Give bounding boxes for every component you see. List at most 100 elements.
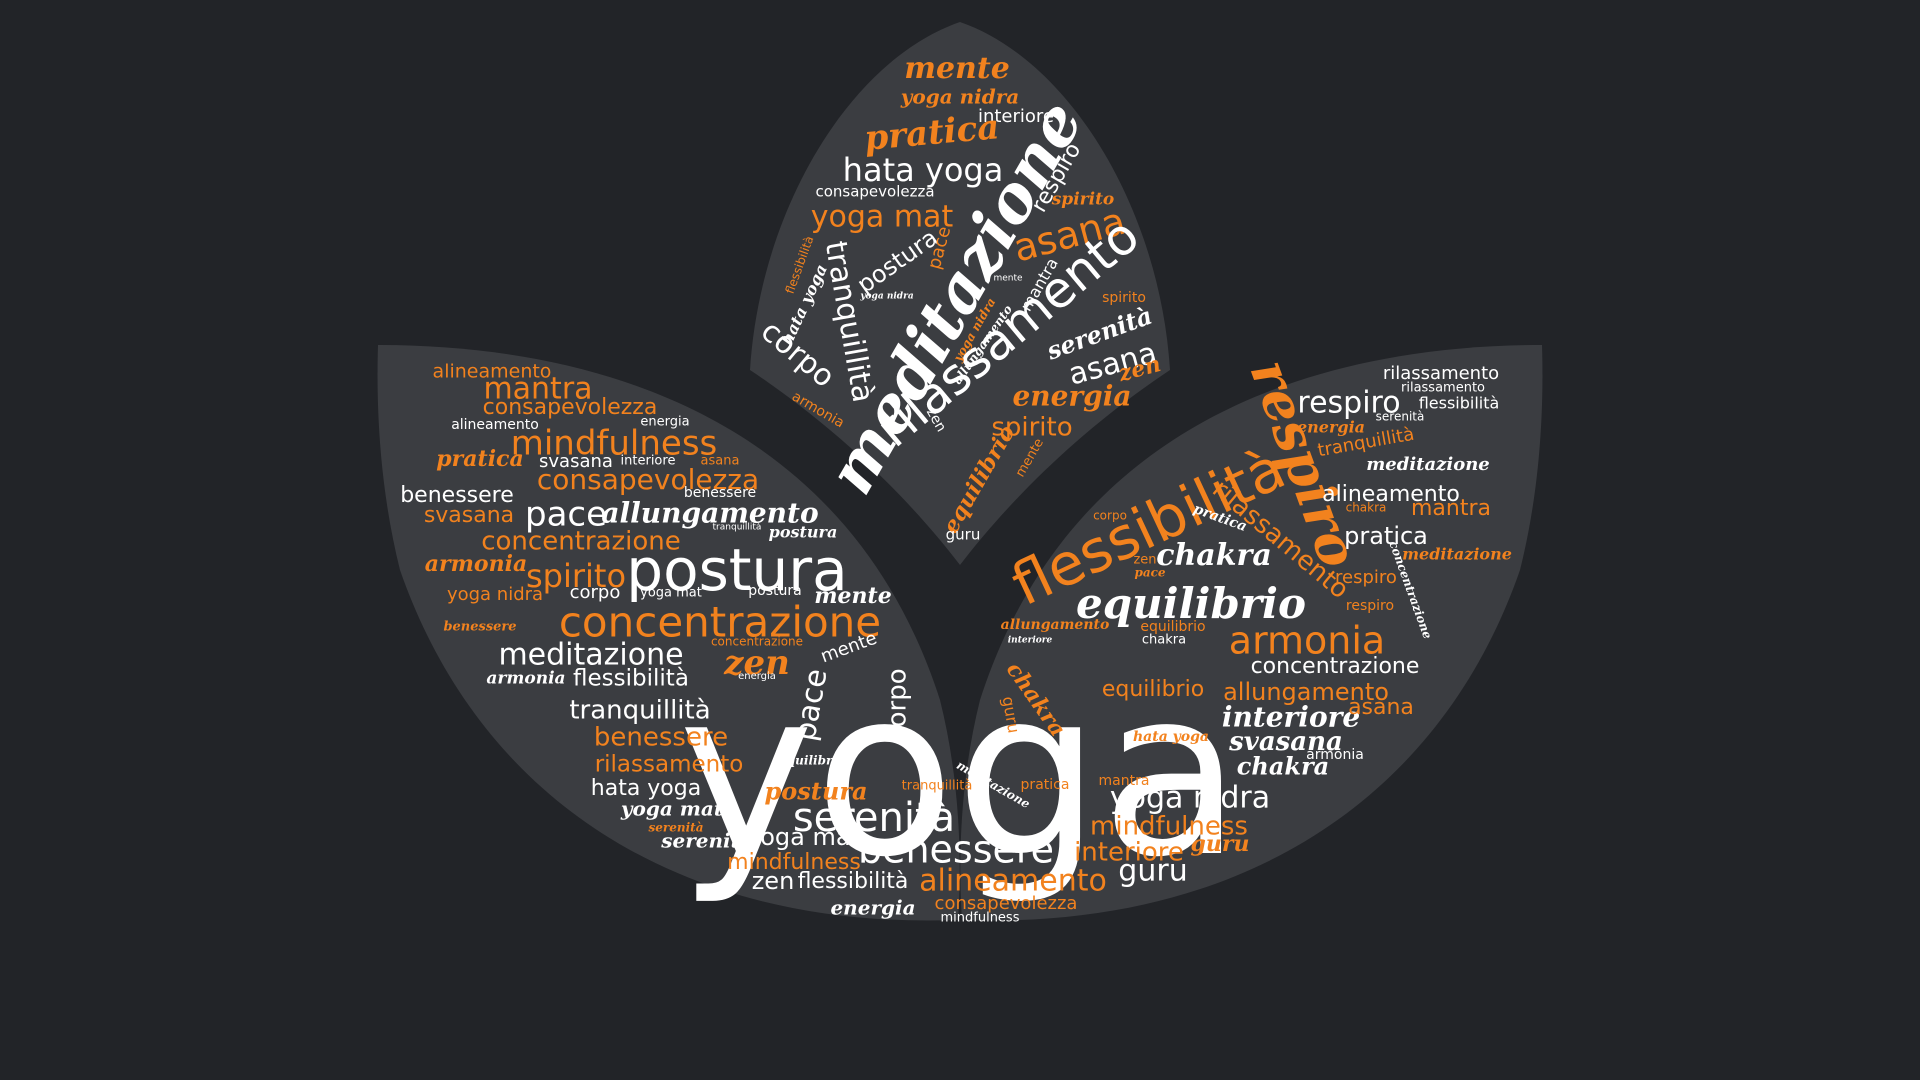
word-76: equilibrio <box>779 754 845 768</box>
word-99: flessibilità <box>1419 394 1500 413</box>
word-36: mantra <box>483 372 592 407</box>
word-86: yoga mat <box>746 823 860 851</box>
word-55: spirito <box>526 557 626 595</box>
word-79: tranquillità <box>902 779 973 794</box>
word-40: mindfulness <box>511 424 718 464</box>
word-61: mente <box>814 583 891 609</box>
word-81: pratica <box>1021 777 1070 793</box>
word-59: yoga mat <box>640 586 702 601</box>
word-78: postura <box>764 777 867 806</box>
word-44: asana <box>701 454 740 469</box>
word-124: interiore <box>1008 636 1053 646</box>
word-121: respiro <box>1346 598 1394 614</box>
word-117: zen <box>1133 553 1156 568</box>
word-120: equilibrio <box>1076 579 1306 628</box>
word-53: postura <box>769 523 838 542</box>
word-51: concentrazione <box>481 527 681 557</box>
word-64: meditazione <box>498 638 683 673</box>
word-70: flessibilità <box>573 666 689 692</box>
word-5: hata yoga <box>843 151 1004 189</box>
word-19: spirito <box>1102 290 1146 306</box>
word-74: corpo <box>883 668 913 741</box>
word-88: mindfulness <box>727 850 861 875</box>
word-18: mente <box>993 274 1023 284</box>
word-17: yoga nidra <box>859 292 913 302</box>
word-129: allungamento <box>1223 678 1389 706</box>
word-126: armonia <box>1229 619 1385 663</box>
word-115: meditazione <box>1402 545 1512 564</box>
word-82: yoga mat <box>620 797 724 821</box>
word-65: concentrazione <box>711 635 803 649</box>
word-96: mindfulness <box>941 911 1020 926</box>
word-128: equilibrio <box>1102 677 1204 702</box>
word-106: meditazione <box>1366 454 1490 475</box>
word-94: energia <box>830 896 915 920</box>
word-71: tranquillità <box>569 696 710 726</box>
word-7: yoga mat <box>811 200 954 235</box>
word-140: mindfulness <box>1090 812 1248 842</box>
word-102: energia <box>1297 418 1365 437</box>
word-34: guru <box>946 526 981 544</box>
petal-right <box>960 345 1543 921</box>
word-95: consapevolezza <box>935 893 1078 914</box>
word-69: armonia <box>486 669 565 689</box>
word-6: consapevolezza <box>815 183 934 201</box>
word-137: chakra <box>1237 752 1329 781</box>
word-52: tranquillità <box>713 523 762 533</box>
word-139: yoga nidra <box>1110 781 1270 816</box>
word-48: svasana <box>424 503 514 528</box>
word-89: interiore <box>1074 838 1184 868</box>
word-66: zen <box>723 643 790 683</box>
word-127: concentrazione <box>1251 654 1420 679</box>
word-122: allungamento <box>1001 617 1110 633</box>
word-83: serenità <box>793 795 955 841</box>
word-132: interiore <box>1222 701 1360 734</box>
word-58: corpo <box>570 582 621 603</box>
word-123: equilibrio <box>1140 619 1205 635</box>
word-35: alineamento <box>433 361 552 383</box>
word-43: interiore <box>621 454 676 469</box>
lotus-shape <box>377 22 1543 921</box>
word-125: chakra <box>1142 633 1186 648</box>
word-42: svasana <box>539 451 613 472</box>
word-98: rilassamento <box>1401 381 1485 396</box>
word-25: energia <box>1012 380 1131 413</box>
petal-top <box>750 22 1170 565</box>
word-108: chakra <box>1346 501 1387 515</box>
petal-left <box>377 345 960 921</box>
word-109: mantra <box>1411 496 1491 521</box>
word-72: benessere <box>594 723 728 753</box>
word-75: rilassamento <box>595 752 744 778</box>
word-114: chakra <box>1156 538 1272 573</box>
word-62: concentrazione <box>559 598 881 647</box>
word-0: yoga <box>678 641 1242 908</box>
word-1: mente <box>904 51 1010 86</box>
word-37: consapevolezza <box>483 395 658 420</box>
word-77: hata yoga <box>591 776 701 801</box>
word-45: consapevolezza <box>537 463 759 496</box>
word-92: alineamento <box>919 864 1107 899</box>
word-133: asana <box>1348 695 1414 720</box>
word-97: rilassamento <box>1383 363 1499 384</box>
word-118: pace <box>1134 566 1165 580</box>
word-46: benessere <box>400 483 514 508</box>
word-101: serenità <box>1376 410 1425 424</box>
word-63: benessere <box>443 620 516 635</box>
word-57: yoga nidra <box>447 584 543 605</box>
word-84: serenità <box>649 821 704 835</box>
word-141: guru <box>1191 831 1250 857</box>
word-87: benessere <box>858 828 1054 872</box>
word-112: corpo <box>1093 509 1127 523</box>
word-85: serenità <box>660 829 753 853</box>
word-47: benessere <box>684 485 756 501</box>
word-50: allungamento <box>601 497 818 530</box>
word-2: yoga nidra <box>900 85 1020 109</box>
word-56: postura <box>626 536 847 604</box>
word-26: spirito <box>991 413 1072 443</box>
word-100: respiro <box>1297 386 1400 421</box>
word-93: guru <box>1118 854 1187 889</box>
word-39: alineamento <box>451 417 539 433</box>
word-134: svasana <box>1228 727 1343 757</box>
